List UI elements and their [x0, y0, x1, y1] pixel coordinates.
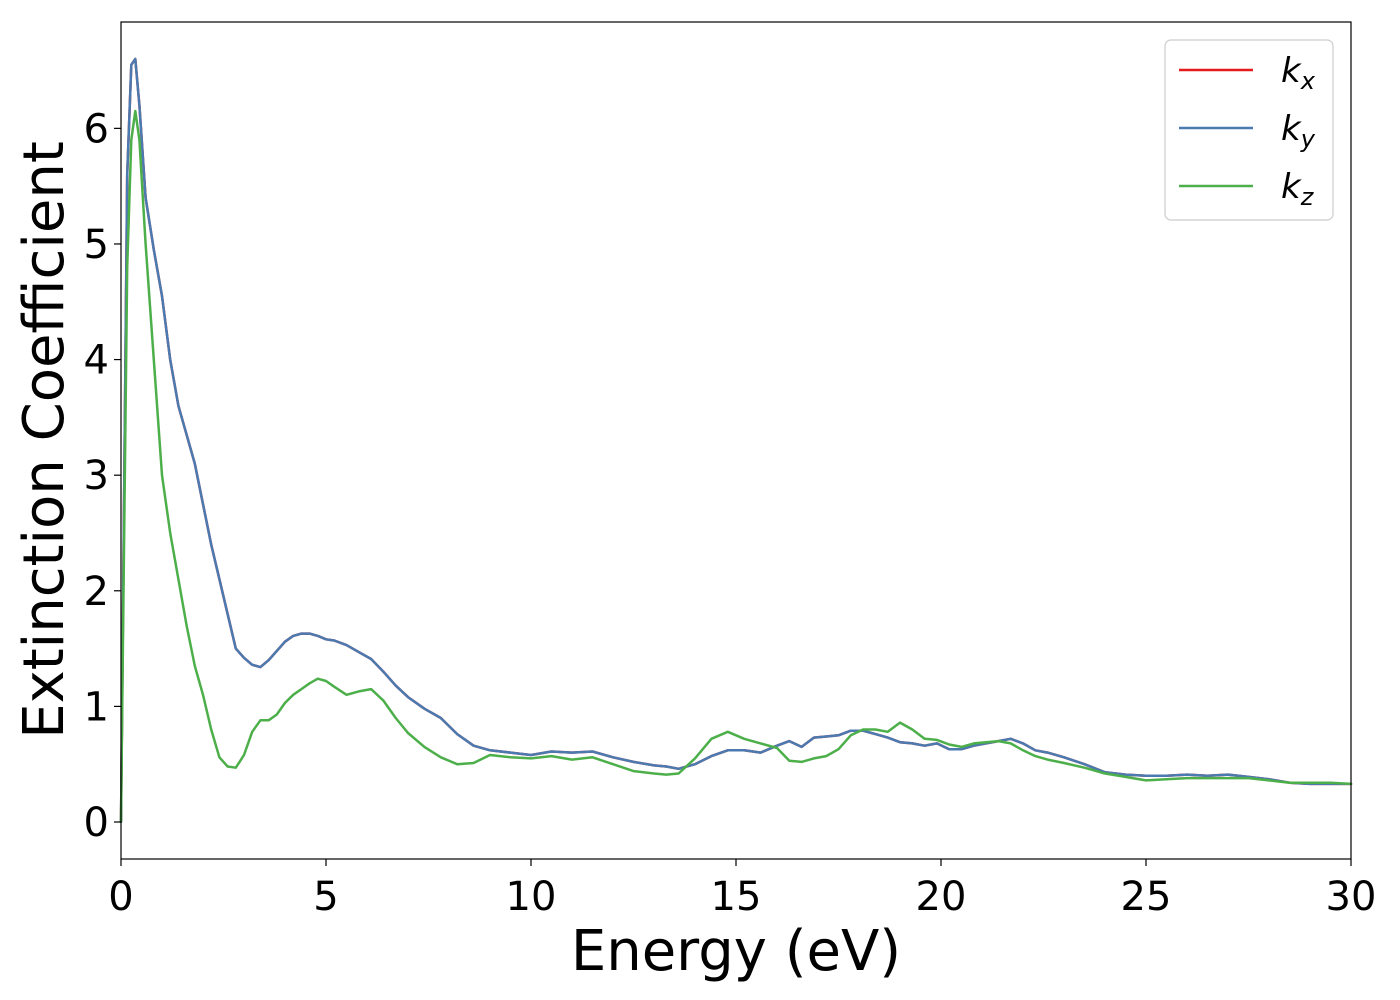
series-line-kz — [119, 109, 1353, 824]
legend-label-ky: ky — [1281, 109, 1316, 153]
x-tick-label: 5 — [313, 874, 338, 920]
y-axis-ticks: 0 1 2 3 4 5 6 — [84, 106, 121, 846]
y-tick-label: 5 — [84, 222, 109, 268]
y-tick-label: 0 — [84, 800, 109, 846]
y-tick-label: 1 — [84, 684, 109, 730]
y-tick-label: 6 — [84, 106, 109, 152]
legend: kx ky kz — [1164, 39, 1334, 221]
y-tick-label: 3 — [84, 453, 109, 499]
plot-background — [121, 22, 1351, 859]
x-tick-label: 20 — [916, 874, 967, 920]
x-axis-ticks: 0 5 10 15 20 25 30 — [108, 859, 1376, 920]
legend-label-kz: kz — [1281, 167, 1315, 211]
legend-box — [1164, 39, 1334, 221]
series-layer — [119, 57, 1353, 824]
legend-label-kx: kx — [1281, 51, 1316, 95]
x-tick-label: 30 — [1326, 874, 1377, 920]
x-tick-label: 10 — [506, 874, 557, 920]
y-tick-label: 2 — [84, 569, 109, 615]
y-tick-label: 4 — [84, 338, 109, 384]
x-tick-label: 25 — [1121, 874, 1172, 920]
x-tick-label: 15 — [711, 874, 762, 920]
x-axis-label: Energy (eV) — [571, 919, 901, 984]
series-line-ky — [119, 57, 1353, 824]
y-axis-label: Extinction Coefficient — [12, 141, 77, 739]
x-tick-label: 0 — [108, 874, 133, 920]
